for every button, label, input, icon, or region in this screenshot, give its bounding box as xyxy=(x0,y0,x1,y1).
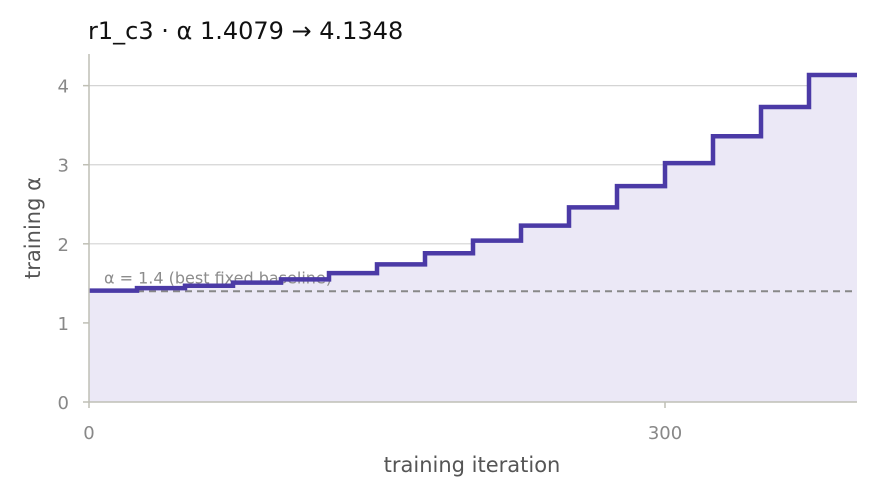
x-tick-label: 300 xyxy=(648,423,682,444)
chart-title: r1_c3 · α 1.4079 → 4.1348 xyxy=(88,17,403,45)
x-tick-label: 0 xyxy=(83,423,94,444)
y-tick-label: 0 xyxy=(58,393,69,414)
y-tick-label: 2 xyxy=(58,235,69,256)
series-line xyxy=(89,72,857,293)
y-axis-label: training α xyxy=(21,177,45,279)
area-fill xyxy=(89,74,857,402)
x-axis-label: training iteration xyxy=(384,453,561,477)
y-tick-label: 4 xyxy=(58,77,69,98)
ticks: 0 1 2 3 4 0 300 xyxy=(58,77,683,444)
y-tick-label: 3 xyxy=(58,156,69,177)
y-tick-label: 1 xyxy=(58,314,69,335)
